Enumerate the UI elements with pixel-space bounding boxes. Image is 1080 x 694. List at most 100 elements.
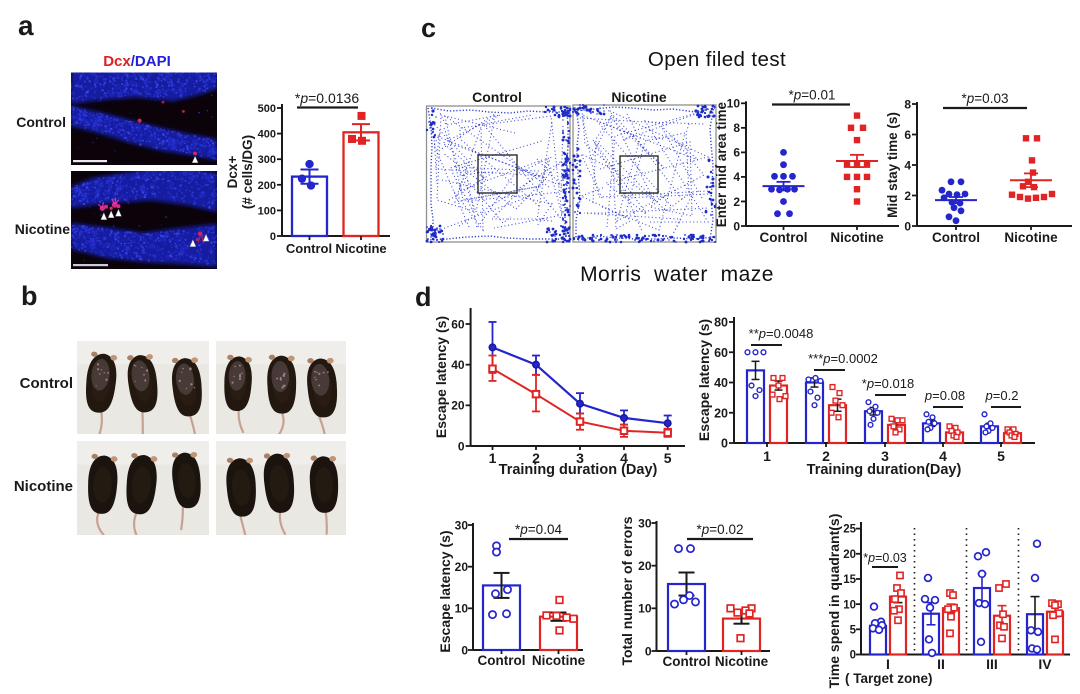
- svg-text:Nicotine: Nicotine: [1004, 230, 1058, 245]
- svg-text:0: 0: [270, 231, 276, 243]
- svg-text:I: I: [886, 656, 890, 672]
- svg-text:6: 6: [904, 128, 911, 142]
- svg-text:4: 4: [939, 448, 947, 464]
- svg-text:Escape latency (s): Escape latency (s): [433, 316, 449, 438]
- svg-text:Nicotine: Nicotine: [15, 221, 70, 237]
- svg-text:c: c: [421, 13, 436, 43]
- svg-text:6: 6: [733, 146, 740, 160]
- svg-text:*p=0.01: *p=0.01: [789, 88, 836, 103]
- svg-text:10: 10: [455, 602, 469, 616]
- svg-text:1: 1: [763, 448, 771, 464]
- svg-text:Enter mid area time: Enter mid area time: [714, 102, 729, 228]
- svg-text:Control: Control: [478, 653, 526, 668]
- svg-text:Control: Control: [663, 654, 711, 669]
- svg-text:***p=0.0002: ***p=0.0002: [808, 351, 878, 366]
- svg-text:II: II: [937, 656, 945, 672]
- svg-text:10: 10: [727, 97, 741, 111]
- svg-text:p=0.08: p=0.08: [924, 388, 965, 403]
- svg-text:4: 4: [620, 450, 628, 466]
- svg-text:Control: Control: [16, 114, 66, 130]
- svg-text:2: 2: [822, 448, 830, 464]
- svg-text:Dcx/DAPI: Dcx/DAPI: [103, 53, 171, 70]
- svg-text:80: 80: [714, 316, 728, 330]
- svg-text:*p=0.03: *p=0.03: [962, 91, 1009, 106]
- svg-text:0: 0: [645, 644, 652, 658]
- svg-text:400: 400: [258, 129, 276, 141]
- svg-text:*p=0.02: *p=0.02: [697, 522, 744, 537]
- svg-text:10: 10: [843, 599, 856, 611]
- svg-text:15: 15: [843, 574, 856, 586]
- svg-text:2: 2: [733, 195, 740, 209]
- svg-text:Mid stay time (s): Mid stay time (s): [885, 112, 900, 218]
- svg-text:Nicotine: Nicotine: [532, 653, 586, 668]
- svg-text:3: 3: [576, 450, 584, 466]
- svg-text:**p=0.0048: **p=0.0048: [749, 326, 814, 341]
- svg-text:0: 0: [904, 219, 911, 233]
- svg-text:100: 100: [258, 205, 276, 217]
- svg-text:0: 0: [721, 437, 728, 451]
- svg-text:p=0.2: p=0.2: [985, 388, 1019, 403]
- svg-text:b: b: [21, 281, 38, 311]
- svg-text:30: 30: [638, 516, 652, 530]
- svg-text:Open filed test: Open filed test: [648, 48, 786, 71]
- svg-text:*p=0.03: *p=0.03: [863, 551, 907, 565]
- svg-text:5: 5: [997, 448, 1005, 464]
- svg-text:60: 60: [451, 317, 465, 331]
- svg-text:Control: Control: [286, 241, 332, 256]
- svg-text:Escape latency (s): Escape latency (s): [437, 530, 453, 652]
- svg-text:Nicotine: Nicotine: [335, 241, 386, 256]
- svg-text:( Target zone): ( Target zone): [845, 671, 933, 686]
- svg-text:Control: Control: [932, 230, 980, 245]
- svg-text:Time spend in quadrant(s): Time spend in quadrant(s): [826, 514, 842, 689]
- svg-text:30: 30: [455, 518, 469, 532]
- svg-text:d: d: [415, 282, 432, 312]
- svg-text:40: 40: [451, 358, 465, 372]
- svg-text:0: 0: [461, 643, 468, 657]
- svg-text:40: 40: [714, 376, 728, 390]
- svg-text:Control: Control: [760, 230, 808, 245]
- svg-text:Control: Control: [20, 375, 73, 392]
- svg-text:*p=0.04: *p=0.04: [515, 522, 562, 537]
- svg-text:Dcx+: Dcx+: [225, 156, 240, 189]
- svg-text:Control: Control: [472, 89, 522, 105]
- svg-text:Nicotine: Nicotine: [14, 478, 73, 495]
- svg-text:5: 5: [664, 450, 672, 466]
- svg-text:Morris water maze: Morris water maze: [580, 263, 774, 286]
- svg-text:Nicotine: Nicotine: [611, 89, 666, 105]
- svg-text:20: 20: [455, 560, 469, 574]
- svg-text:0: 0: [733, 219, 740, 233]
- svg-text:300: 300: [258, 154, 276, 166]
- svg-text:*p=0.0136: *p=0.0136: [295, 90, 359, 106]
- svg-text:200: 200: [258, 180, 276, 192]
- svg-text:5: 5: [850, 624, 857, 636]
- svg-text:10: 10: [638, 602, 652, 616]
- svg-text:20: 20: [714, 406, 728, 420]
- svg-text:8: 8: [733, 121, 740, 135]
- svg-text:0: 0: [458, 439, 465, 453]
- svg-text:20: 20: [451, 399, 465, 413]
- svg-text:25: 25: [843, 524, 856, 536]
- svg-text:Training duration(Day): Training duration(Day): [807, 462, 962, 478]
- svg-text:Escape latency (s): Escape latency (s): [696, 319, 712, 441]
- svg-text:Nicotine: Nicotine: [830, 230, 884, 245]
- svg-text:III: III: [986, 656, 998, 672]
- svg-text:IV: IV: [1038, 656, 1052, 672]
- svg-text:2: 2: [904, 189, 911, 203]
- svg-text:(# cells/DG): (# cells/DG): [240, 135, 255, 209]
- svg-text:60: 60: [714, 346, 728, 360]
- svg-text:a: a: [18, 10, 34, 41]
- svg-text:4: 4: [904, 158, 911, 172]
- svg-text:0: 0: [850, 650, 856, 662]
- svg-text:Training duration (Day): Training duration (Day): [499, 462, 658, 478]
- svg-text:2: 2: [532, 450, 540, 466]
- svg-text:4: 4: [733, 170, 740, 184]
- svg-text:3: 3: [881, 448, 889, 464]
- svg-text:20: 20: [843, 549, 856, 561]
- svg-text:500: 500: [258, 103, 276, 115]
- svg-text:*p=0.018: *p=0.018: [862, 376, 914, 391]
- svg-text:8: 8: [904, 97, 911, 111]
- svg-text:Nicotine: Nicotine: [715, 654, 769, 669]
- svg-text:Total number of errors: Total number of errors: [619, 516, 635, 665]
- svg-text:1: 1: [489, 450, 497, 466]
- svg-text:20: 20: [638, 559, 652, 573]
